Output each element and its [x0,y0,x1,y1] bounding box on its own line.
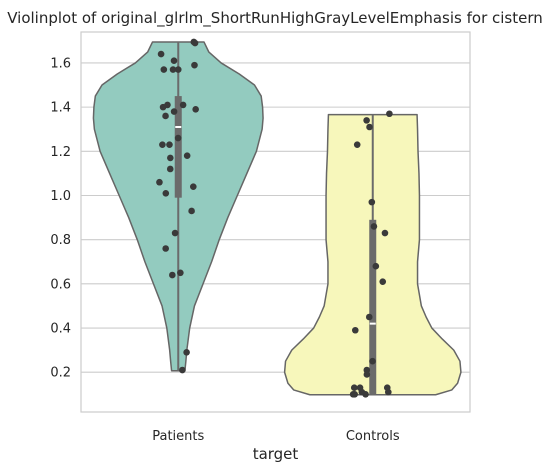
x-tick-label: Controls [346,429,400,444]
data-point [370,223,378,230]
data-point [363,117,370,124]
violin-iqr-box [369,219,377,395]
data-point [192,106,199,113]
data-point [170,108,178,115]
data-point [170,57,178,65]
data-point [162,245,169,252]
data-point [385,388,392,396]
data-point [365,313,373,321]
y-tick-label: 1.4 [50,101,71,116]
y-axis-tick-labels: 0.2 0.4 0.6 0.8 1.0 1.2 1.4 1.6 [50,56,71,380]
data-point [363,371,371,378]
data-point [156,178,163,186]
plot-frame [80,31,471,413]
x-axis-tick-labels: Patients Controls [152,429,400,444]
data-point [368,198,376,206]
data-point [350,384,358,392]
data-point [188,207,195,215]
data-point [362,391,369,398]
data-point [179,366,186,374]
y-tick-label: 1.2 [50,145,71,160]
data-point [366,123,373,131]
data-point [369,357,376,365]
y-tick-label: 0.4 [50,322,71,337]
x-tick-label: Patients [152,429,204,444]
data-point [191,39,199,47]
data-point [179,101,187,109]
y-tick-label: 0.6 [50,277,71,292]
data-point [177,269,184,277]
y-tick-label: 0.8 [50,233,71,248]
data-point [372,262,380,270]
data-point [159,103,167,111]
data-point [386,110,393,118]
violin-group [92,38,264,374]
violins-layer [92,38,462,398]
chart-title: Violinplot of original_glrlm_ShortRunHig… [7,9,543,28]
violin-iqr-box [174,96,182,198]
y-tick-label: 1.6 [50,56,71,71]
data-point [162,112,169,120]
data-point [159,141,166,148]
data-point [190,183,197,190]
data-point [174,66,182,73]
data-point [381,229,389,237]
data-point [166,165,174,173]
data-point [183,349,190,356]
data-point [167,154,174,162]
data-point [162,189,170,197]
data-point [351,391,359,398]
data-point [351,326,359,334]
data-point [160,66,168,73]
data-point [157,50,165,58]
y-tick-label: 0.2 [50,366,71,381]
x-axis-label: target [253,445,299,463]
data-point [174,134,182,142]
data-point [171,229,179,237]
data-point [169,66,177,73]
violin-group [283,110,462,398]
y-tick-label: 1.0 [50,189,71,204]
data-point [169,271,176,279]
data-point [379,278,387,285]
data-point [183,152,191,160]
data-point [191,61,198,69]
data-point [166,141,173,148]
data-point [353,141,361,148]
